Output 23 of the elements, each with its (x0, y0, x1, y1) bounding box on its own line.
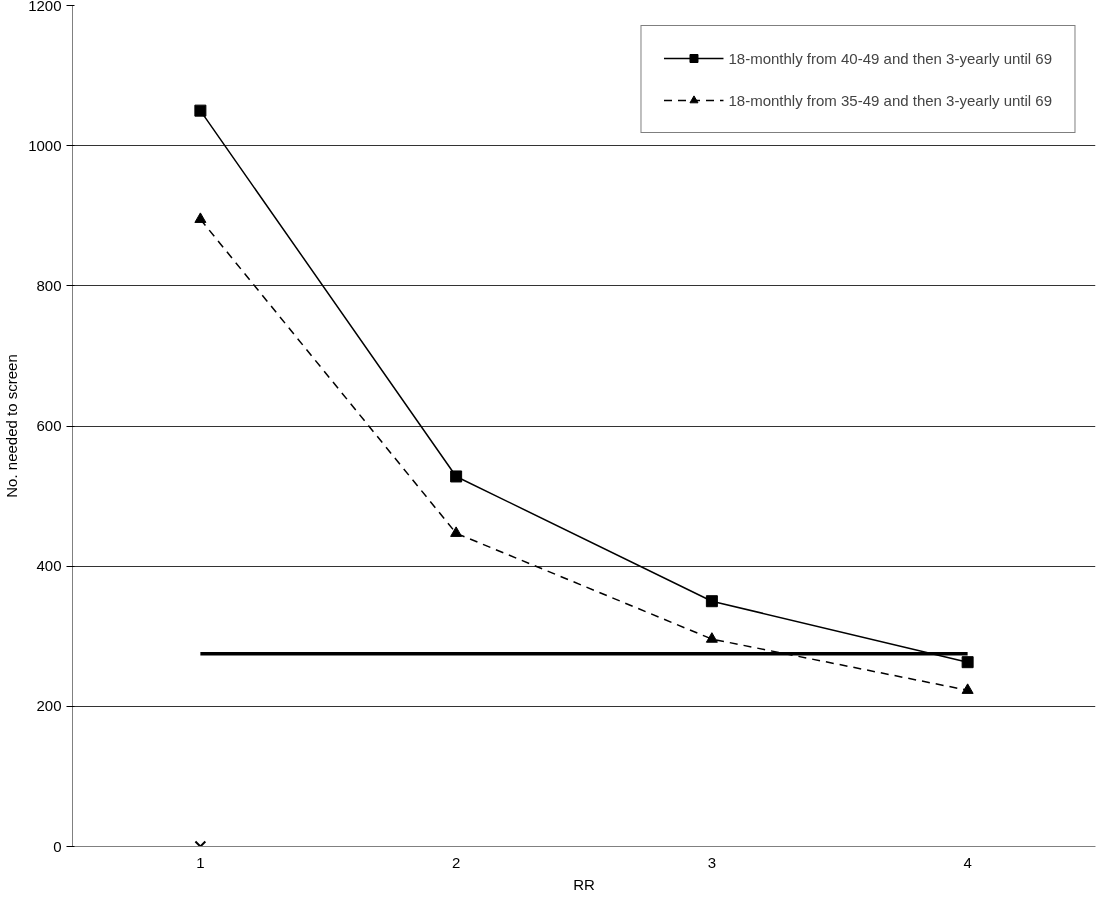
point (961, 656, 974, 669)
legend-label: 18-monthly from 35-49 and then 3-yearly until 69 (728, 91, 1052, 109)
y-axis-title: No. needed to screen (3, 354, 21, 498)
point (705, 632, 718, 643)
point (450, 470, 463, 483)
y-tick-label: 1200 (28, 0, 62, 14)
legend-label: 18-monthly from 40-49 and then 3-yearly until 69 (728, 49, 1052, 67)
y-tick-label: 600 (36, 417, 62, 434)
x-tick-label: 1 (196, 853, 205, 871)
point (194, 212, 207, 223)
x-tick-label: 2 (451, 853, 461, 871)
x-tick-label: 4 (963, 853, 972, 871)
y-tick-label: 0 (53, 837, 62, 855)
x-axis-title: RR (573, 875, 595, 893)
y-tick-label: 800 (36, 276, 62, 294)
y-tick-label: 200 (36, 697, 62, 715)
y-tick-label: 1000 (28, 136, 62, 154)
point (705, 595, 718, 608)
y-tick-label: 400 (36, 557, 62, 575)
point (194, 104, 207, 117)
point (961, 683, 974, 694)
x-tick-label: 3 (707, 853, 717, 871)
point (450, 526, 463, 537)
